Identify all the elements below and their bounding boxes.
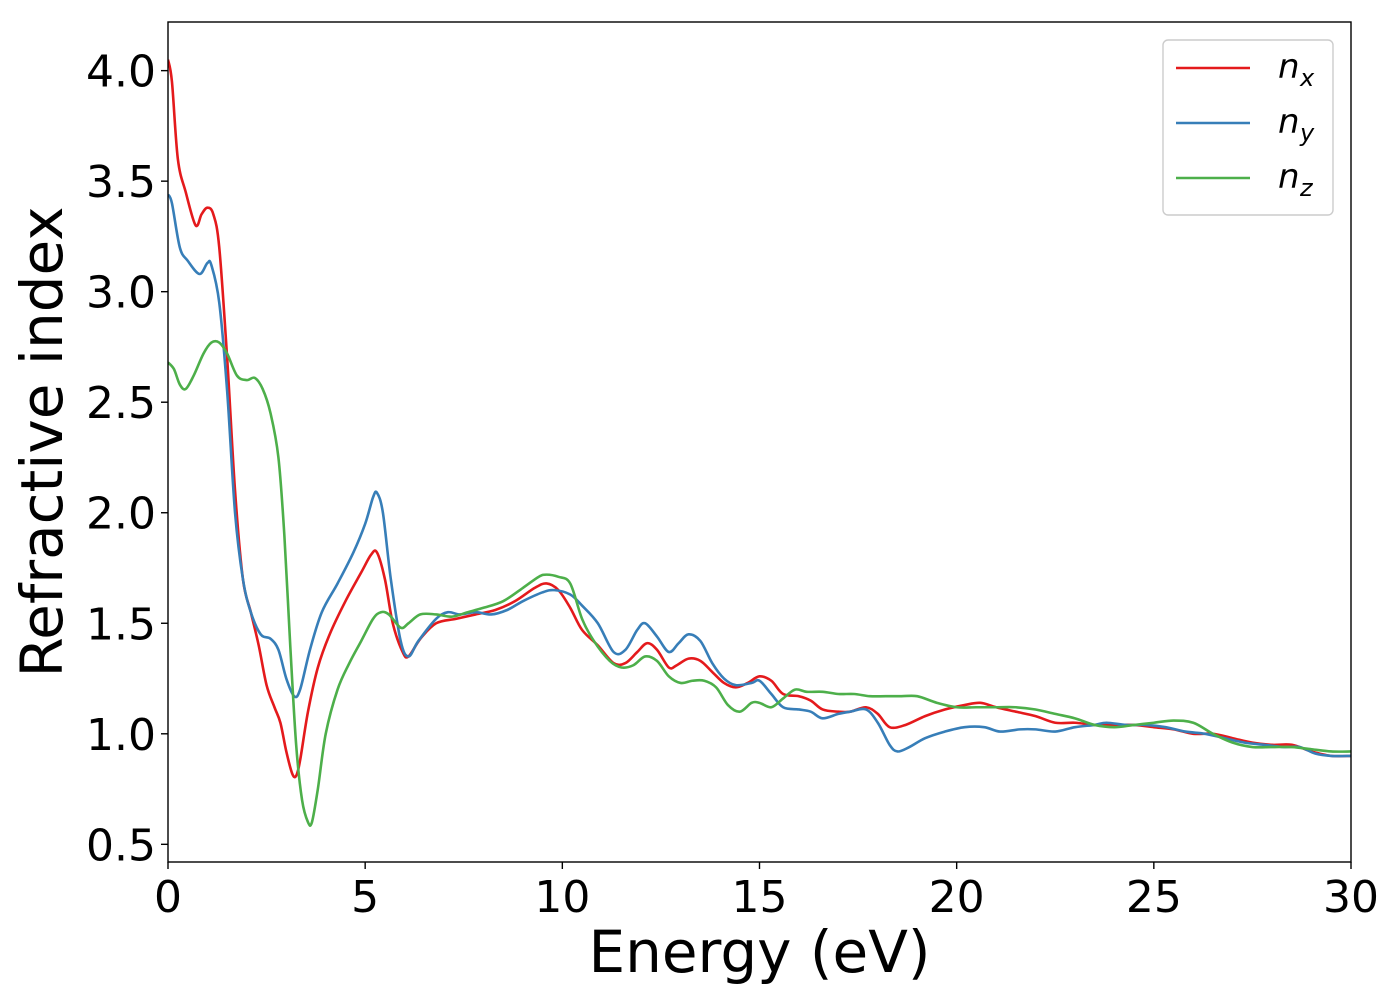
- series-line-n-x: [168, 59, 1351, 779]
- y-tick-label: 2.5: [86, 378, 156, 429]
- x-axis-title: Energy (eV): [588, 918, 930, 986]
- y-tick-label: 3.5: [86, 157, 156, 208]
- x-tick-label: 15: [732, 872, 788, 923]
- legend-label: n: [1278, 102, 1300, 142]
- ticks-layer: 0 5 10 15 20 25 30 0.5 1.0 1.5 2.0 2.5 3.0 3.5 4.0: [86, 47, 1379, 923]
- y-tick-label: 1.5: [86, 599, 156, 650]
- x-tick-label: 5: [351, 872, 379, 923]
- y-tick-label: 4.0: [86, 47, 156, 98]
- series-layer: [168, 59, 1351, 827]
- x-tick-label: 20: [929, 872, 985, 923]
- x-tick-label: 30: [1323, 872, 1379, 923]
- legend: n xn yn z: [1162, 39, 1334, 216]
- y-tick-label: 2.0: [86, 489, 156, 540]
- legend-box: [1162, 39, 1334, 216]
- legend-label-subscript: x: [1299, 64, 1315, 92]
- x-tick-label: 25: [1126, 872, 1182, 923]
- y-tick-label: 1.0: [86, 710, 156, 761]
- y-axis-title: Refractive index: [8, 206, 76, 677]
- legend-label: n: [1278, 47, 1300, 87]
- plot-frame: [167, 21, 1352, 863]
- legend-label-subscript: z: [1299, 174, 1314, 202]
- series-line-n-y: [168, 193, 1351, 758]
- x-tick-label: 0: [154, 872, 182, 923]
- legend-label-subscript: y: [1299, 119, 1315, 147]
- x-tick-label: 10: [534, 872, 590, 923]
- series-line-n-z: [168, 339, 1351, 827]
- legend-label: n: [1278, 157, 1300, 197]
- y-tick-label: 0.5: [86, 820, 156, 871]
- y-tick-label: 3.0: [86, 268, 156, 319]
